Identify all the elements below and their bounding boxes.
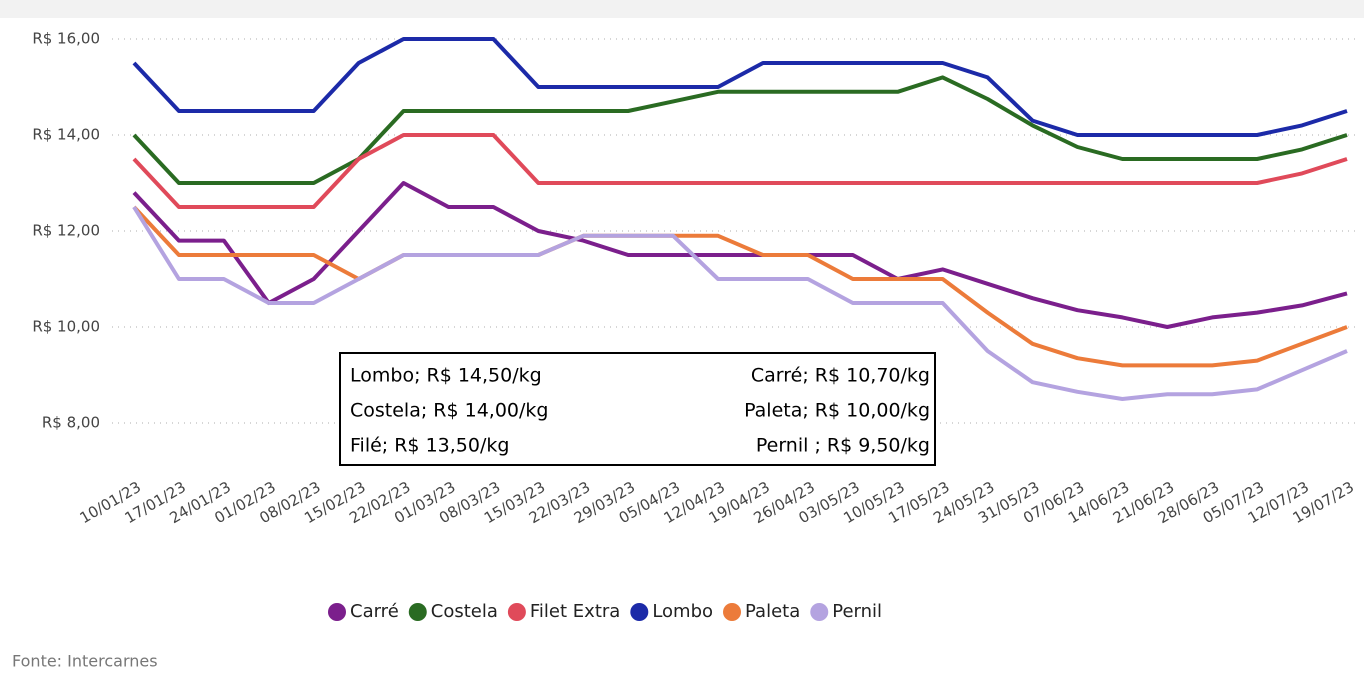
annotation: Filé; R$ 13,50/kg	[350, 435, 509, 457]
annotation: Costela; R$ 14,00/kg	[350, 400, 548, 422]
y-tick-label: R$ 14,00	[32, 126, 100, 144]
top-band	[0, 0, 1364, 18]
lines	[132, 37, 1348, 401]
footer-band	[0, 632, 1364, 681]
legend-marker	[328, 603, 346, 621]
annotation: Lombo; R$ 14,50/kg	[350, 365, 542, 387]
legend-marker	[630, 603, 649, 621]
series-line	[132, 205, 1348, 401]
legend-label: Paleta	[745, 601, 800, 622]
source: Fonte: Intercarnes	[12, 652, 158, 671]
annotations: Lombo; R$ 14,50/kg Carré; R$ 10,70/kg Cost…	[350, 365, 930, 457]
legend-label: Carré	[350, 601, 399, 622]
annotation: Carré; R$ 10,70/kg	[751, 365, 930, 387]
annotation-box	[339, 352, 936, 466]
legend-label: Lombo	[652, 601, 713, 622]
y-tick-label: R$ 16,00	[32, 30, 100, 48]
legend-label: Costela	[431, 601, 498, 622]
legend-label: Pernil	[832, 601, 882, 622]
series-line	[132, 37, 1348, 137]
legend-marker	[810, 603, 829, 621]
annotation: Paleta; R$ 10,00/kg	[744, 400, 930, 422]
legend: Carré Costela Filet Extra Lombo Paleta Pernil	[328, 601, 882, 622]
series-line	[132, 75, 1348, 185]
legend-marker	[507, 603, 526, 621]
series-line	[132, 205, 1348, 368]
y-tick-label: R$ 12,00	[32, 222, 100, 240]
legend-marker	[408, 603, 427, 621]
legend-label: Filet Extra	[530, 601, 620, 622]
y-tick-label: R$ 8,00	[42, 414, 100, 432]
annotation: Pernil ; R$ 9,50/kg	[756, 435, 930, 457]
y-tick-label: R$ 10,00	[32, 318, 100, 336]
legend-marker	[723, 603, 742, 621]
series-line	[132, 133, 1348, 209]
series-line	[132, 181, 1348, 329]
